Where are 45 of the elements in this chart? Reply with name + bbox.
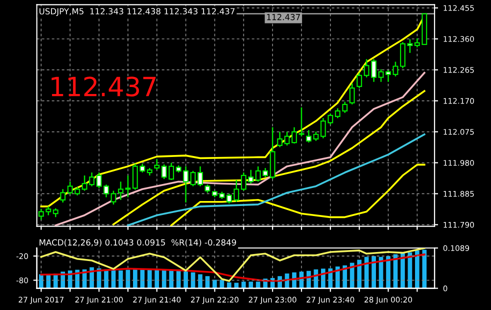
bar [422, 250, 427, 288]
bar [90, 267, 94, 288]
line-series [127, 133, 426, 226]
candlestick [378, 68, 384, 83]
bar [342, 265, 348, 288]
bar [154, 270, 160, 288]
candlestick [292, 126, 297, 144]
bar [415, 250, 420, 288]
bar [372, 256, 376, 288]
bar [256, 282, 260, 288]
candlestick [356, 72, 362, 89]
candlestick [349, 82, 355, 106]
bar [162, 270, 166, 288]
annotation: 112.437 [52, 76, 156, 97]
bar [118, 270, 123, 288]
candlestick [392, 61, 398, 77]
bar [248, 282, 254, 288]
bar [147, 268, 152, 288]
candlestick [284, 131, 290, 146]
bar [133, 269, 138, 288]
bar [386, 256, 390, 288]
bar [140, 269, 145, 288]
bar [184, 271, 188, 288]
bar [38, 274, 44, 288]
bar [350, 262, 354, 288]
candlestick [190, 170, 196, 187]
candlestick [298, 106, 304, 137]
line-series [170, 164, 426, 226]
bar [400, 253, 405, 288]
bar [169, 270, 174, 288]
chart-title: USDJPY,M5 112.343 112.438 112.343 112.437 [40, 8, 235, 16]
candlestick [154, 158, 160, 171]
candlestick [198, 166, 203, 187]
bar [198, 274, 202, 288]
ref-line-label: 112.437 [267, 14, 300, 20]
bar [234, 282, 239, 288]
bar [357, 260, 362, 288]
line-series [40, 254, 426, 282]
candlestick [277, 131, 283, 148]
candlestick [386, 70, 391, 83]
candlestick [60, 188, 66, 204]
bar [241, 282, 246, 288]
line-series [40, 248, 426, 282]
candlestick [96, 172, 102, 189]
chart-title: MACD(12,26,9) 0.1043 0.0915 %R(14) -0.2849 [40, 239, 236, 247]
